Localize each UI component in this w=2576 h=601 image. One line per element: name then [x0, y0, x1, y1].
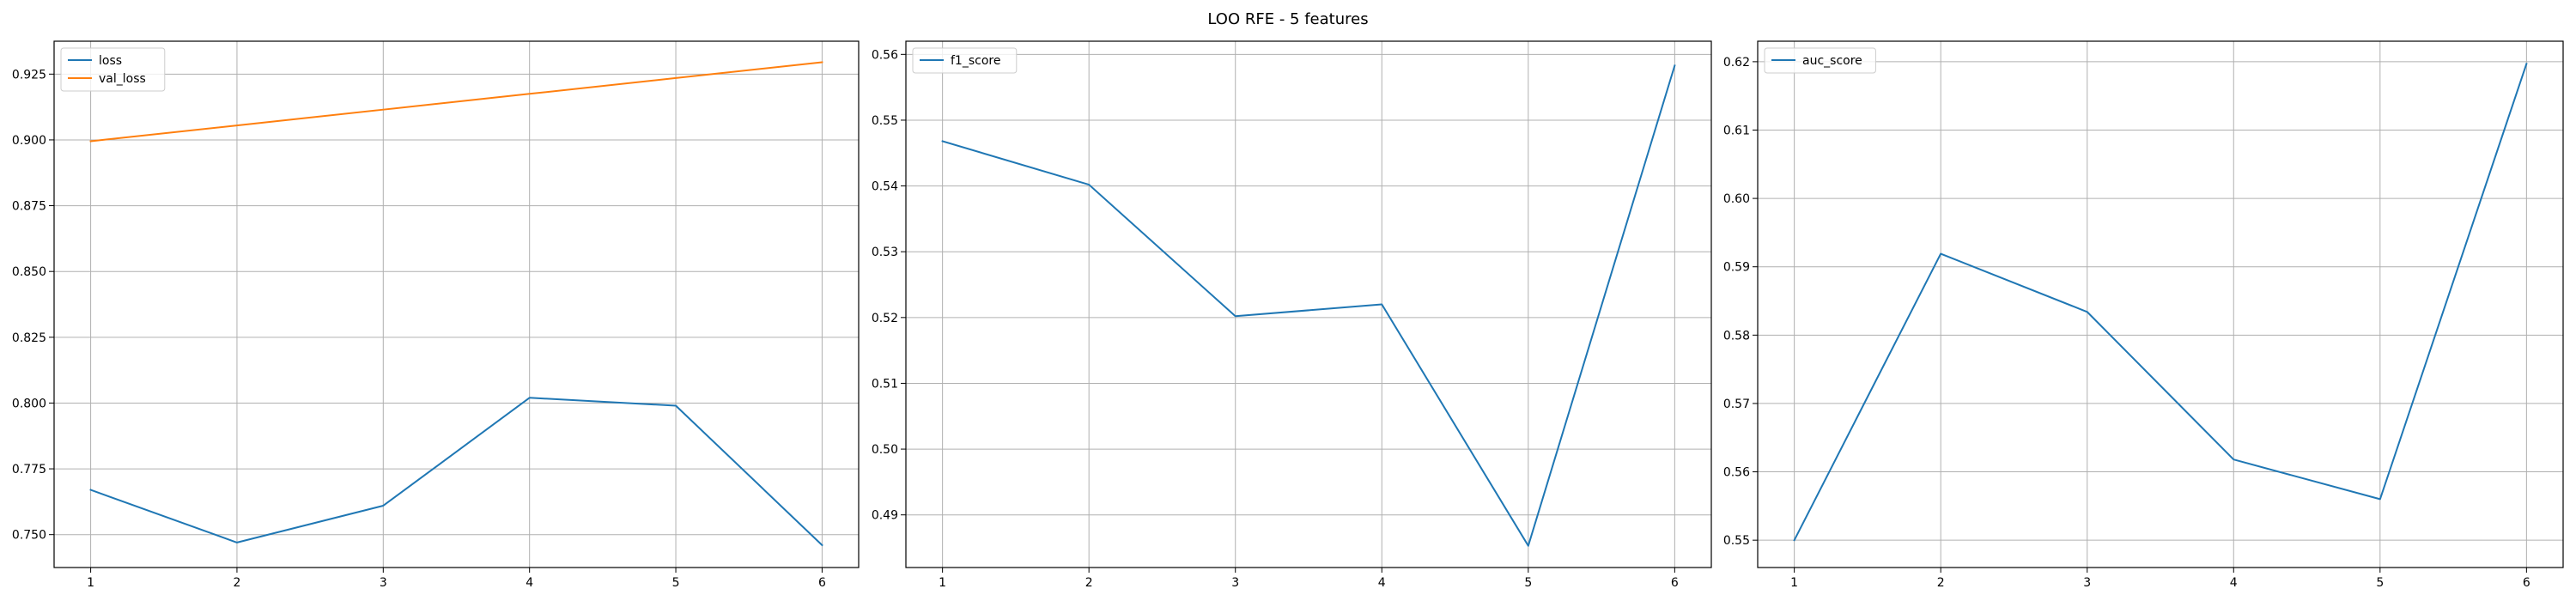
- x-tick-label: 5: [2376, 576, 2384, 590]
- y-tick-label: 0.925: [12, 68, 46, 82]
- legend-label: auc_score: [1802, 54, 1862, 68]
- x-tick-label: 6: [1671, 576, 1679, 590]
- x-tick-label: 4: [526, 576, 533, 590]
- legend-box: [912, 47, 1018, 74]
- y-tick-label: 0.57: [1723, 398, 1750, 411]
- y-tick-label: 0.59: [1723, 261, 1750, 275]
- legend: loss val_loss: [60, 47, 166, 92]
- x-tick-label: 2: [1937, 576, 1945, 590]
- y-tick-label: 0.875: [12, 200, 46, 214]
- axes-frame: [1757, 40, 2564, 568]
- plot-area: [1758, 41, 2563, 568]
- y-tick-label: 0.62: [1723, 56, 1750, 70]
- y-tick-label: 0.56: [872, 48, 898, 62]
- legend-box: [1764, 47, 1876, 74]
- y-tick-label: 0.50: [872, 443, 898, 457]
- x-tick-label: 1: [1790, 576, 1798, 590]
- series-line-loss: [89, 397, 823, 547]
- legend-label: val_loss: [99, 72, 146, 86]
- y-tick-label: 0.56: [1723, 466, 1750, 480]
- x-tick-label: 6: [818, 576, 826, 590]
- y-tick-label: 0.52: [872, 312, 898, 325]
- legend: auc_score: [1764, 47, 1876, 74]
- x-tick-label: 4: [1378, 576, 1386, 590]
- y-tick-label: 0.51: [872, 377, 898, 391]
- f1-score-chart-panel: 1 2 3 4 5 6 0.49 0.50 0.51 0.52 0.53 0.54 0.55 0.56 f1…: [872, 40, 1712, 590]
- x-tick-label: 5: [1524, 576, 1532, 590]
- legend-label: loss: [99, 54, 122, 68]
- y-tick-label: 0.775: [12, 463, 46, 477]
- plot-area: [54, 41, 859, 568]
- y-tick-label: 0.49: [872, 509, 898, 523]
- x-tick-label: 5: [672, 576, 680, 590]
- legend: f1_score: [912, 47, 1018, 74]
- loss-chart-panel: 1 2 3 4 5 6 0.750 0.775 0.800 0.825 0.850 0.875 0.90…: [12, 40, 860, 590]
- legend-label: f1_score: [951, 54, 1000, 68]
- y-tick-label: 0.55: [872, 114, 898, 128]
- y-tick-label: 0.750: [12, 529, 46, 543]
- y-tick-label: 0.900: [12, 134, 46, 148]
- y-tick-label: 0.800: [12, 397, 46, 410]
- x-tick-label: 4: [2230, 576, 2238, 590]
- axes-frame: [905, 40, 1712, 568]
- y-tick-label: 0.60: [1723, 192, 1750, 206]
- x-tick-label: 6: [2523, 576, 2530, 590]
- figure-title: LOO RFE - 5 features: [1207, 10, 1368, 28]
- x-tick-label: 1: [87, 576, 94, 590]
- x-tick-label: 3: [1231, 576, 1239, 590]
- x-tick-label: 2: [1085, 576, 1093, 590]
- series-line-f1-score: [941, 64, 1676, 547]
- y-tick-label: 0.61: [1723, 124, 1750, 137]
- auc-score-chart-panel: 1 2 3 4 5 6 0.55 0.56 0.57 0.58 0.59 0.60 0.61 0.62 au…: [1723, 40, 2564, 590]
- x-tick-label: 1: [939, 576, 946, 590]
- y-tick-label: 0.850: [12, 265, 46, 279]
- series-line-val-loss: [89, 61, 823, 143]
- y-tick-label: 0.53: [872, 246, 898, 259]
- plot-area: [906, 41, 1711, 568]
- x-tick-label: 3: [2083, 576, 2091, 590]
- legend-box: [60, 47, 166, 92]
- y-tick-label: 0.825: [12, 331, 46, 345]
- y-tick-label: 0.55: [1723, 534, 1750, 548]
- series-line-auc-score: [1793, 63, 2528, 542]
- y-tick-label: 0.58: [1723, 329, 1750, 343]
- y-tick-label: 0.54: [872, 180, 898, 194]
- x-tick-label: 2: [233, 576, 240, 590]
- x-tick-label: 3: [380, 576, 387, 590]
- axes-frame: [53, 40, 860, 568]
